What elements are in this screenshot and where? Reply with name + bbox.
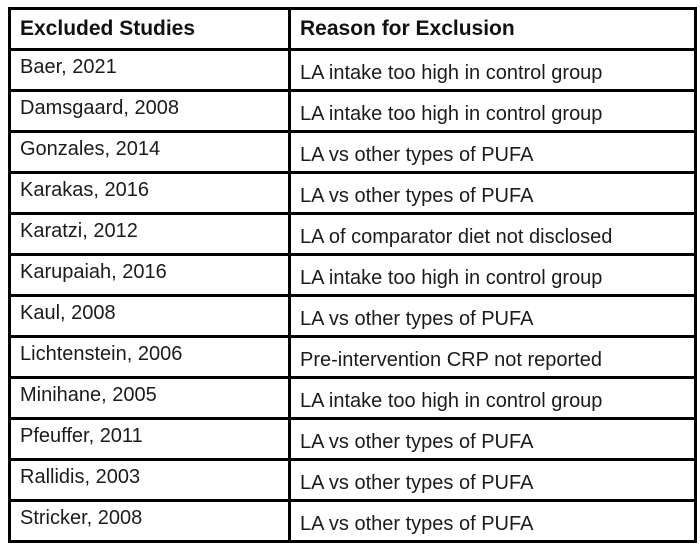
study-cell: Rallidis, 2003 [8,458,291,502]
table-row: Kaul, 2008 LA vs other types of PUFA [8,294,697,338]
table-row: Baer, 2021 LA intake too high in control … [8,48,697,92]
reason-cell: LA vs other types of PUFA [288,294,697,338]
excluded-studies-table: Excluded Studies Reason for Exclusion Ba… [8,7,697,543]
study-cell: Minihane, 2005 [8,376,291,420]
table-row: Rallidis, 2003 LA vs other types of PUFA [8,458,697,502]
table-row: Stricker, 2008 LA vs other types of PUFA [8,499,697,543]
table-header: Excluded Studies Reason for Exclusion [8,7,697,51]
study-cell: Karakas, 2016 [8,171,291,215]
header-excluded-studies: Excluded Studies [8,7,291,51]
reason-cell: Pre-intervention CRP not reported [288,335,697,379]
reason-cell: LA intake too high in control group [288,48,697,92]
study-cell: Pfeuffer, 2011 [8,417,291,461]
table-body: Baer, 2021 LA intake too high in control … [8,48,697,543]
study-cell: Karatzi, 2012 [8,212,291,256]
study-cell: Gonzales, 2014 [8,130,291,174]
reason-cell: LA vs other types of PUFA [288,130,697,174]
study-cell: Karupaiah, 2016 [8,253,291,297]
study-cell: Lichtenstein, 2006 [8,335,291,379]
reason-cell: LA intake too high in control group [288,376,697,420]
table-row: Minihane, 2005 LA intake too high in cont… [8,376,697,420]
table-row: Pfeuffer, 2011 LA vs other types of PUFA [8,417,697,461]
study-cell: Baer, 2021 [8,48,291,92]
table-row: Gonzales, 2014 LA vs other types of PUFA [8,130,697,174]
reason-cell: LA vs other types of PUFA [288,458,697,502]
table-row: Karatzi, 2012 LA of comparator diet not d… [8,212,697,256]
table-row: Lichtenstein, 2006 Pre-intervention CRP n… [8,335,697,379]
header-row: Excluded Studies Reason for Exclusion [8,7,697,51]
table-row: Karakas, 2016 LA vs other types of PUFA [8,171,697,215]
reason-cell: LA vs other types of PUFA [288,417,697,461]
reason-cell: LA vs other types of PUFA [288,499,697,543]
table-row: Damsgaard, 2008 LA intake too high in con… [8,89,697,133]
study-cell: Kaul, 2008 [8,294,291,338]
header-reason-for-exclusion: Reason for Exclusion [288,7,697,51]
study-cell: Damsgaard, 2008 [8,89,291,133]
reason-cell: LA intake too high in control group [288,253,697,297]
reason-cell: LA intake too high in control group [288,89,697,133]
reason-cell: LA of comparator diet not disclosed [288,212,697,256]
table-row: Karupaiah, 2016 LA intake too high in con… [8,253,697,297]
reason-cell: LA vs other types of PUFA [288,171,697,215]
study-cell: Stricker, 2008 [8,499,291,543]
